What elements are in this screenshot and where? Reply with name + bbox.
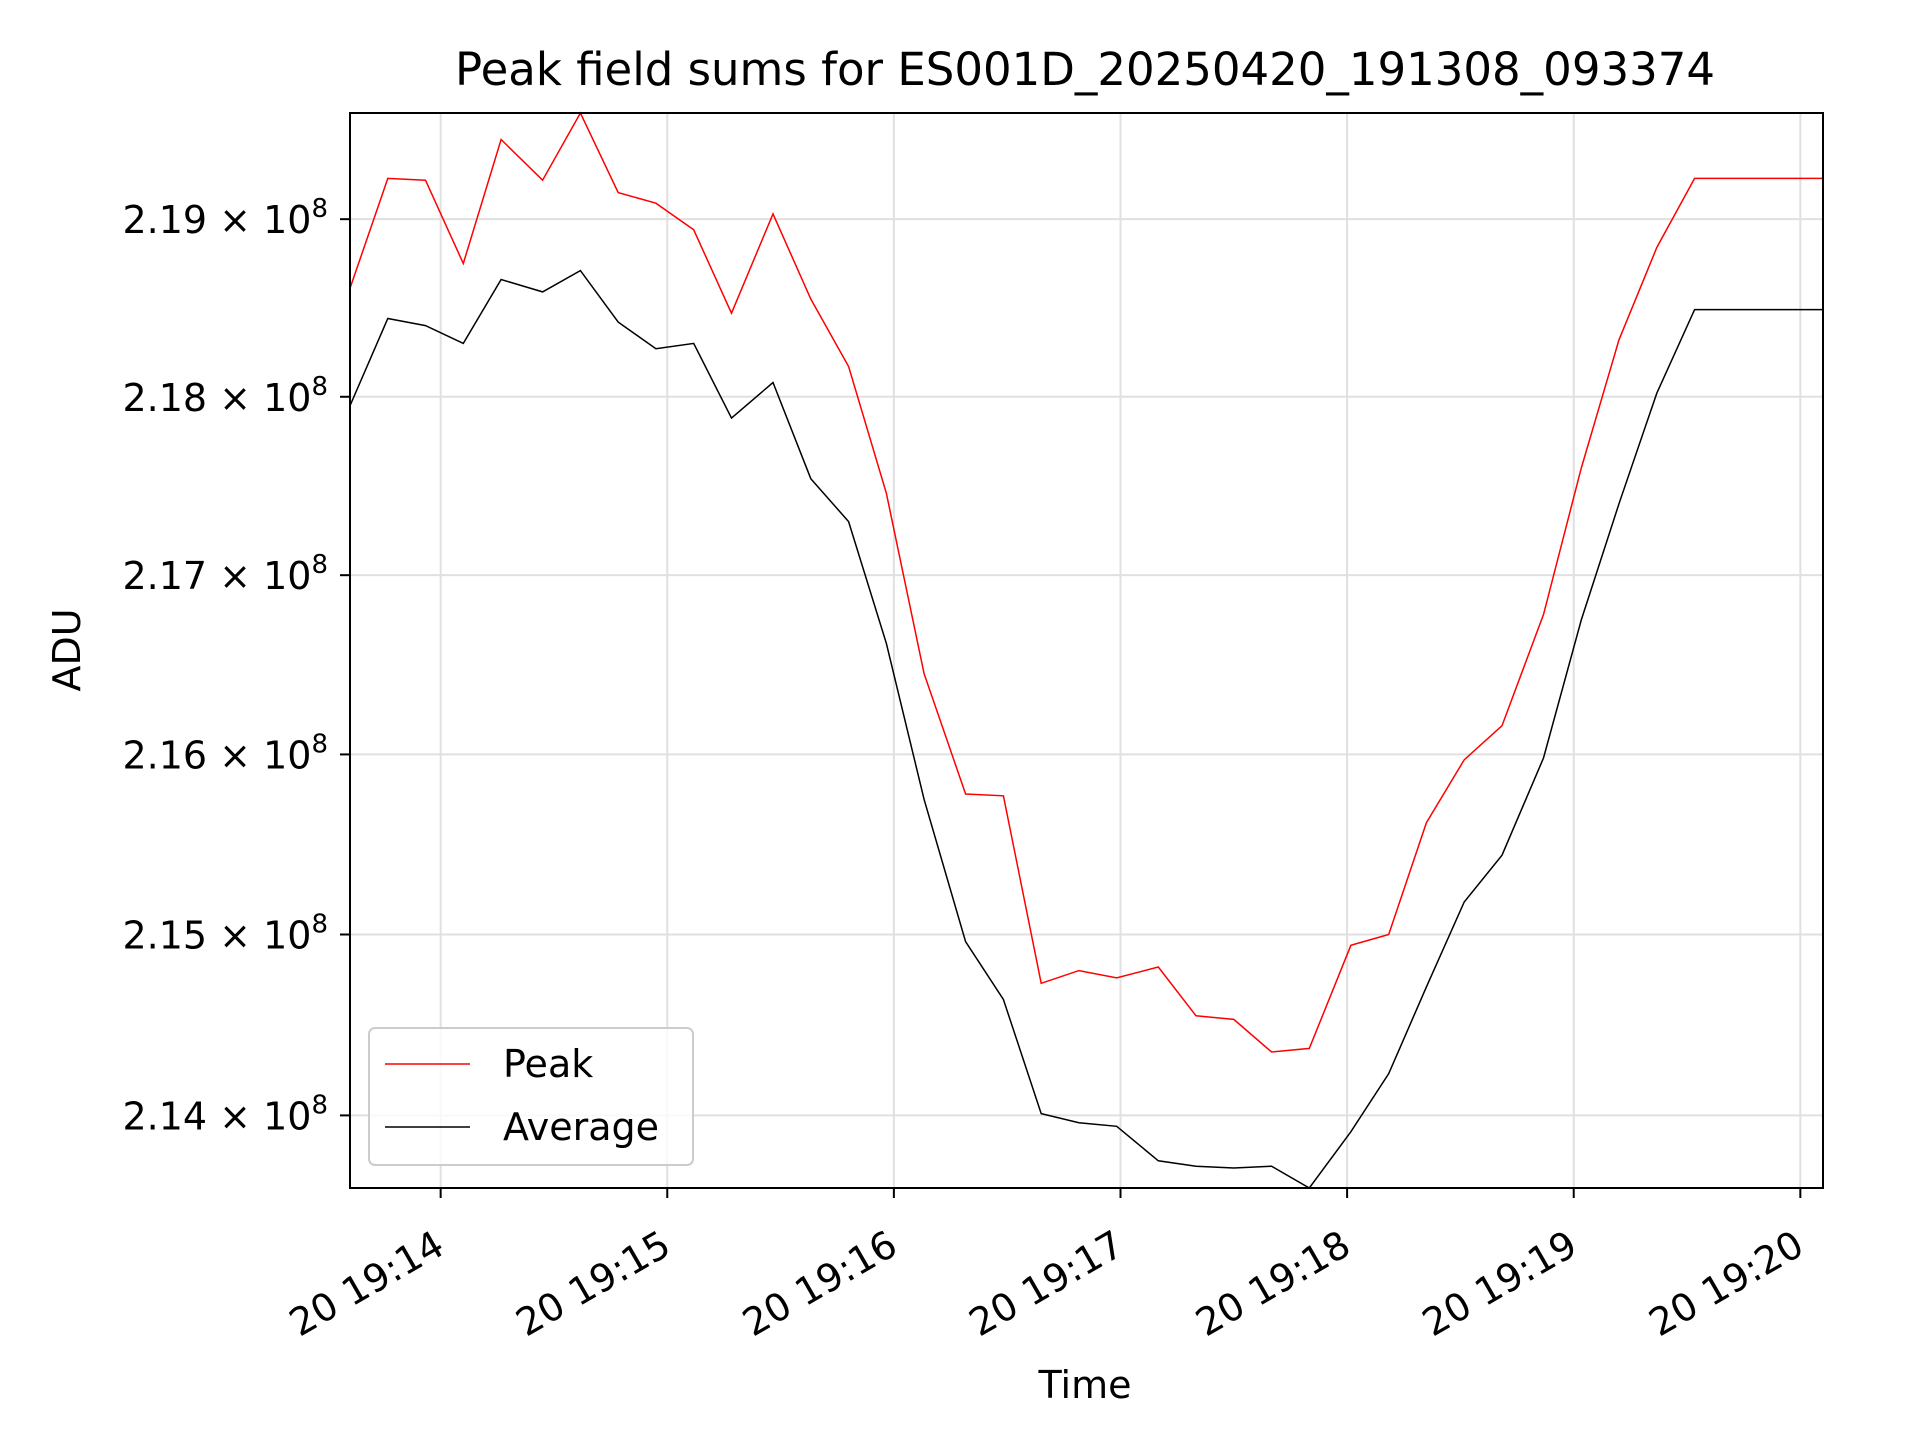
series-lines [350,111,1823,1189]
y-tick-label: 2.18 × 108 [122,372,328,420]
legend-label-average: Average [503,1105,659,1149]
legend: Peak Average [368,1027,694,1166]
series-line-peak [350,111,1823,1053]
x-axis-label: Time [1038,1363,1132,1407]
y-tick-label: 2.14 × 108 [122,1090,328,1138]
y-tick-label: 2.15 × 108 [122,909,328,957]
y-axis-ticks: 2.14 × 108 2.15 × 108 2.16 × 108 2.17 × 108… [122,194,350,1138]
legend-box [368,1027,694,1166]
series-line-average [350,269,1823,1189]
legend-label-peak: Peak [503,1042,593,1086]
y-tick-label: 2.16 × 108 [122,729,328,777]
chart-title: Peak field sums for ES001D_20250420_1913… [455,43,1715,96]
y-axis-label: ADU [45,608,89,691]
y-tick-label: 2.17 × 108 [122,550,328,598]
plot-frame [349,112,1824,1189]
y-tick-label: 2.19 × 108 [122,194,328,242]
